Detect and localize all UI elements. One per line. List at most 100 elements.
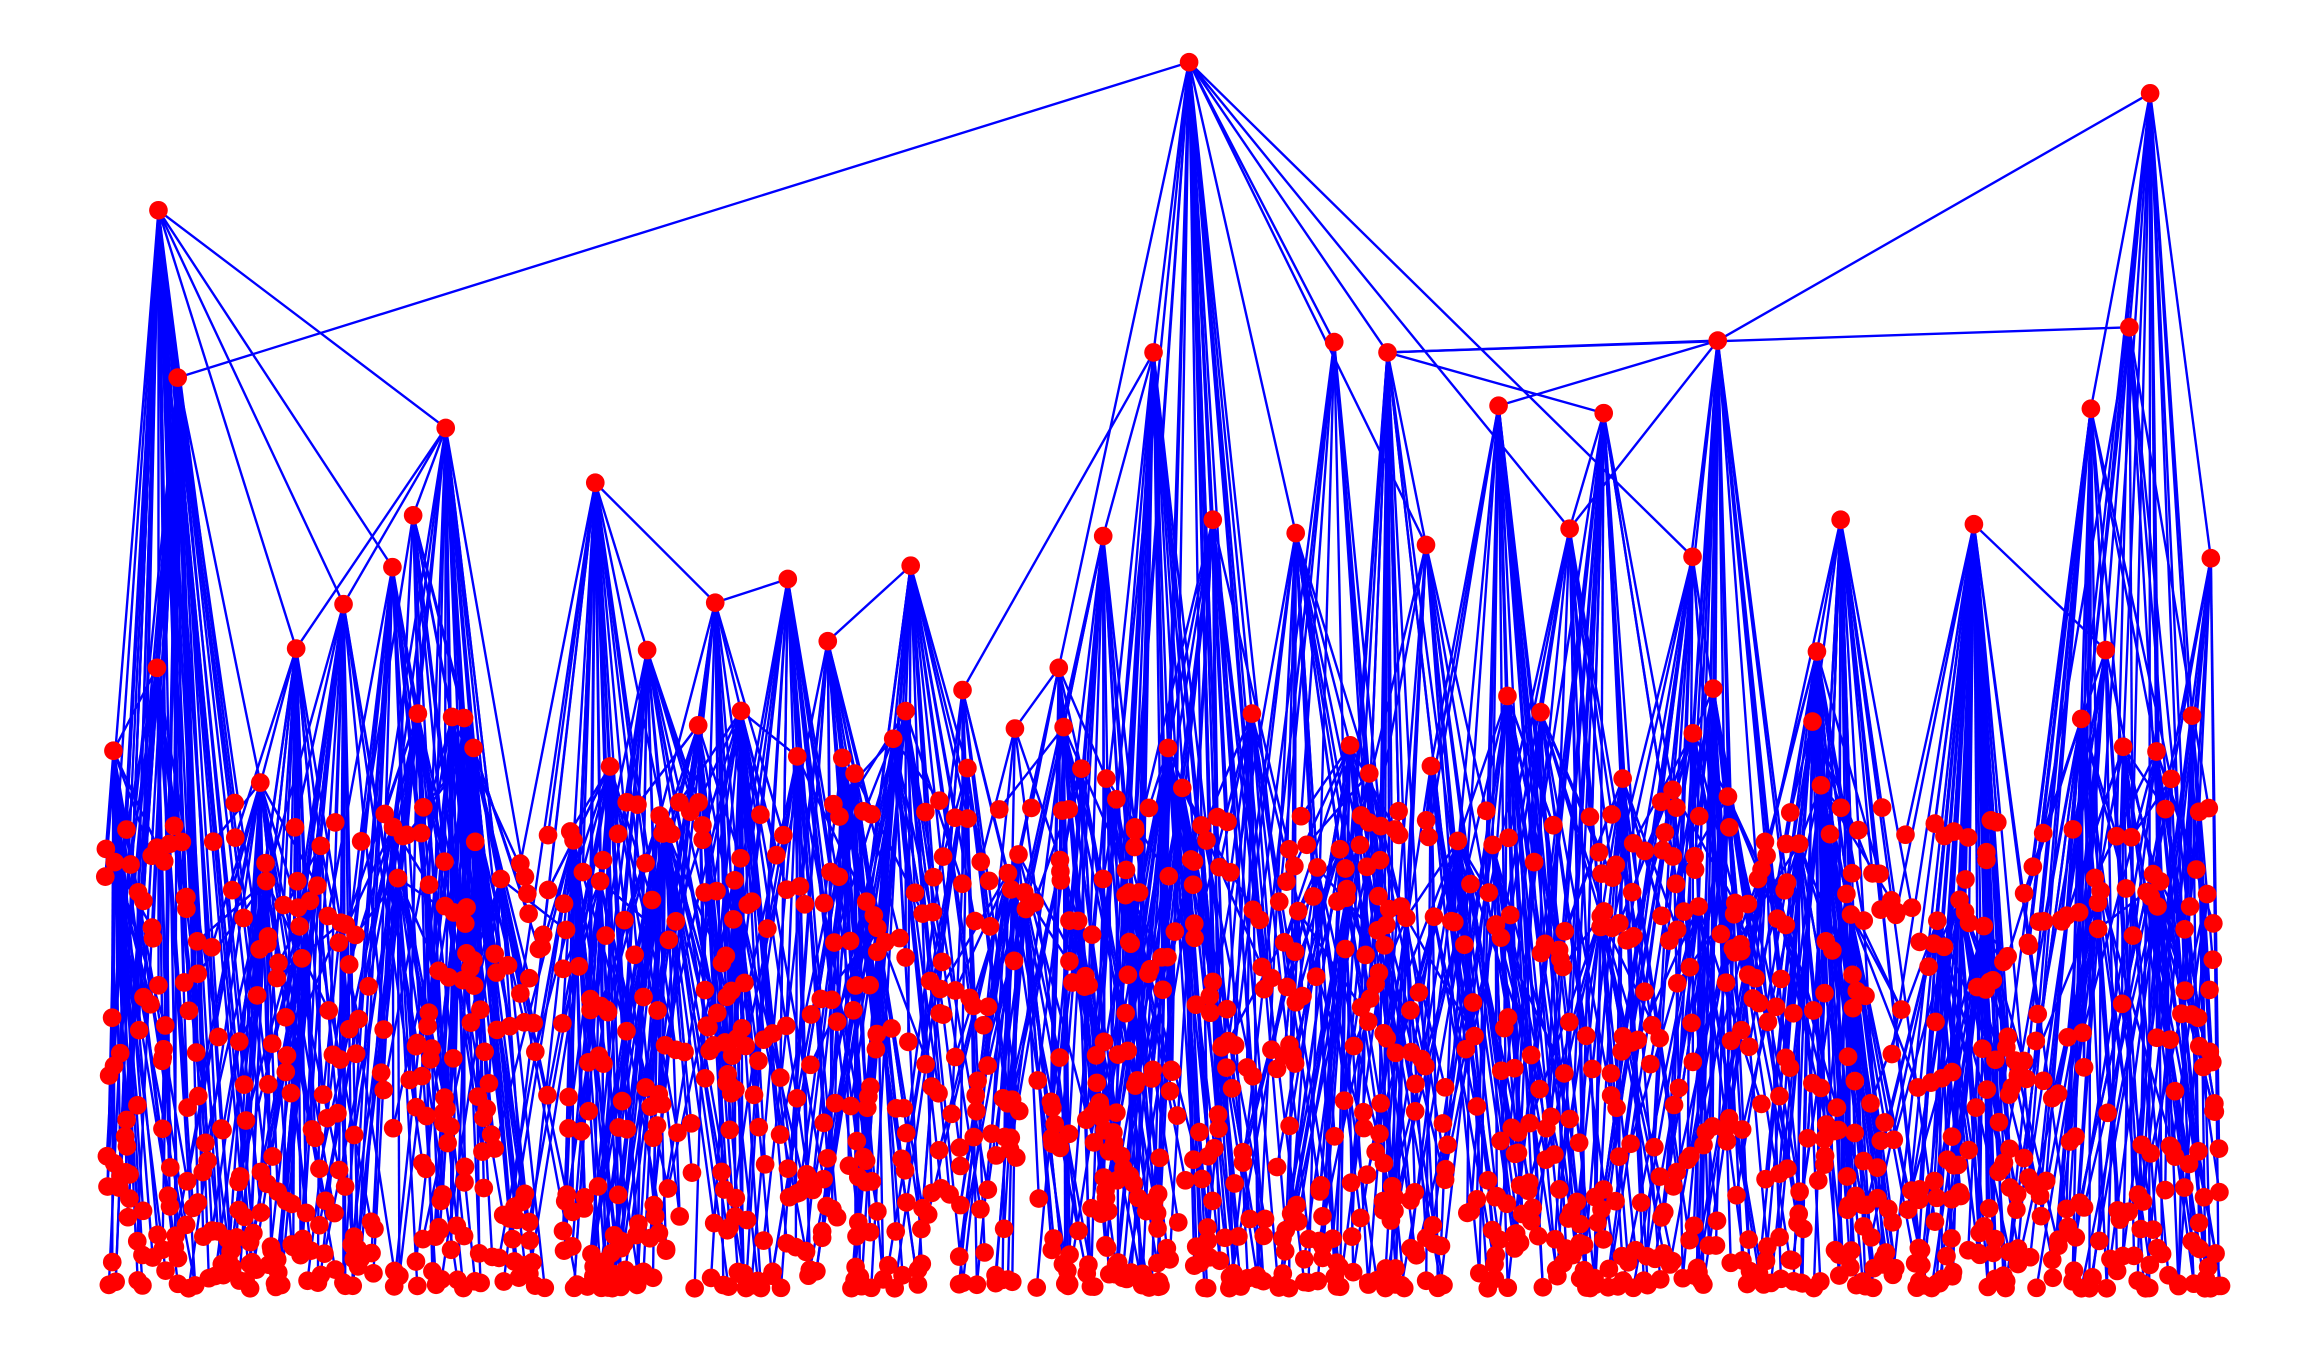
node	[2007, 1200, 2026, 1219]
node	[600, 757, 620, 776]
node	[1576, 1026, 1596, 1046]
node	[1184, 852, 1204, 871]
node	[455, 1173, 474, 1192]
node	[2116, 879, 2136, 898]
node	[164, 816, 184, 836]
node	[1022, 798, 1041, 818]
edge	[342, 604, 354, 1286]
edge	[1497, 405, 1596, 1279]
node	[579, 1101, 599, 1121]
node	[642, 890, 662, 910]
node	[177, 1171, 197, 1191]
edge	[411, 515, 473, 1023]
node	[481, 1125, 501, 1144]
node	[1096, 769, 1116, 788]
edge	[1599, 413, 1605, 927]
node	[1050, 1048, 1069, 1067]
node	[120, 1189, 139, 1208]
node	[251, 1203, 271, 1222]
edge	[733, 880, 745, 1274]
node	[2033, 823, 2053, 843]
node	[1334, 1091, 1354, 1111]
node	[817, 1196, 836, 1216]
node	[1401, 1001, 1420, 1020]
node	[1184, 1150, 1203, 1170]
node	[1815, 983, 1834, 1003]
node	[1280, 1035, 1299, 1055]
node	[856, 892, 876, 911]
node	[335, 1276, 355, 1296]
edge	[745, 578, 789, 1221]
node	[1203, 972, 1223, 992]
edge	[1456, 695, 1509, 842]
edge	[1229, 713, 1254, 873]
node	[2184, 1274, 2204, 1294]
node	[2188, 1238, 2208, 1258]
node	[475, 1042, 494, 1062]
node	[102, 1252, 122, 1272]
node	[1973, 1039, 1992, 1059]
edge	[1672, 556, 1694, 1106]
node	[263, 1147, 282, 1166]
edge	[1506, 695, 1541, 1090]
node	[494, 1272, 514, 1291]
node	[1592, 1200, 1611, 1219]
node	[945, 808, 965, 828]
edge	[342, 427, 447, 605]
node	[1553, 957, 1573, 977]
edge	[658, 602, 717, 816]
edge	[372, 515, 415, 1274]
node	[1379, 899, 1399, 919]
node	[2064, 1261, 2084, 1281]
node	[1433, 1114, 1453, 1133]
node	[628, 795, 647, 814]
node	[922, 1183, 942, 1203]
node	[1846, 1186, 1866, 1206]
node	[439, 967, 459, 987]
node	[202, 937, 222, 957]
edge	[1927, 899, 1961, 968]
node	[509, 1268, 529, 1287]
node	[1172, 778, 1192, 798]
node	[1286, 523, 1306, 543]
edge	[136, 377, 179, 1242]
node	[1685, 847, 1704, 866]
node	[1467, 1097, 1487, 1116]
node	[1150, 1148, 1170, 1168]
edge	[104, 750, 115, 849]
edge	[572, 881, 602, 1288]
node	[168, 368, 188, 387]
node	[1663, 847, 1683, 866]
edge	[2080, 718, 2108, 1289]
node	[1959, 913, 1979, 933]
node	[296, 1203, 316, 1223]
node	[2014, 884, 2034, 903]
edge	[1152, 352, 1251, 1220]
node	[1901, 1181, 1921, 1200]
edge	[961, 690, 977, 1096]
node	[344, 1125, 364, 1145]
edge	[904, 710, 961, 1148]
node	[1845, 1123, 1865, 1143]
node	[1369, 963, 1389, 983]
node	[1205, 1138, 1224, 1158]
node	[978, 1180, 998, 1200]
node	[1807, 642, 1827, 661]
node	[2034, 912, 2054, 931]
node	[1977, 842, 1996, 862]
node	[1209, 1119, 1228, 1138]
node	[1198, 1218, 1217, 1237]
node	[1771, 1269, 1791, 1289]
node	[821, 862, 840, 882]
node	[225, 793, 245, 813]
node	[715, 1033, 735, 1052]
node	[1989, 1112, 2009, 1132]
node	[1964, 514, 1984, 534]
node	[2147, 742, 2166, 761]
node	[827, 1012, 847, 1032]
node	[1512, 1204, 1532, 1224]
node	[1758, 1012, 1778, 1032]
node	[1217, 1058, 1236, 1077]
node	[2141, 887, 2161, 907]
node	[465, 832, 485, 852]
